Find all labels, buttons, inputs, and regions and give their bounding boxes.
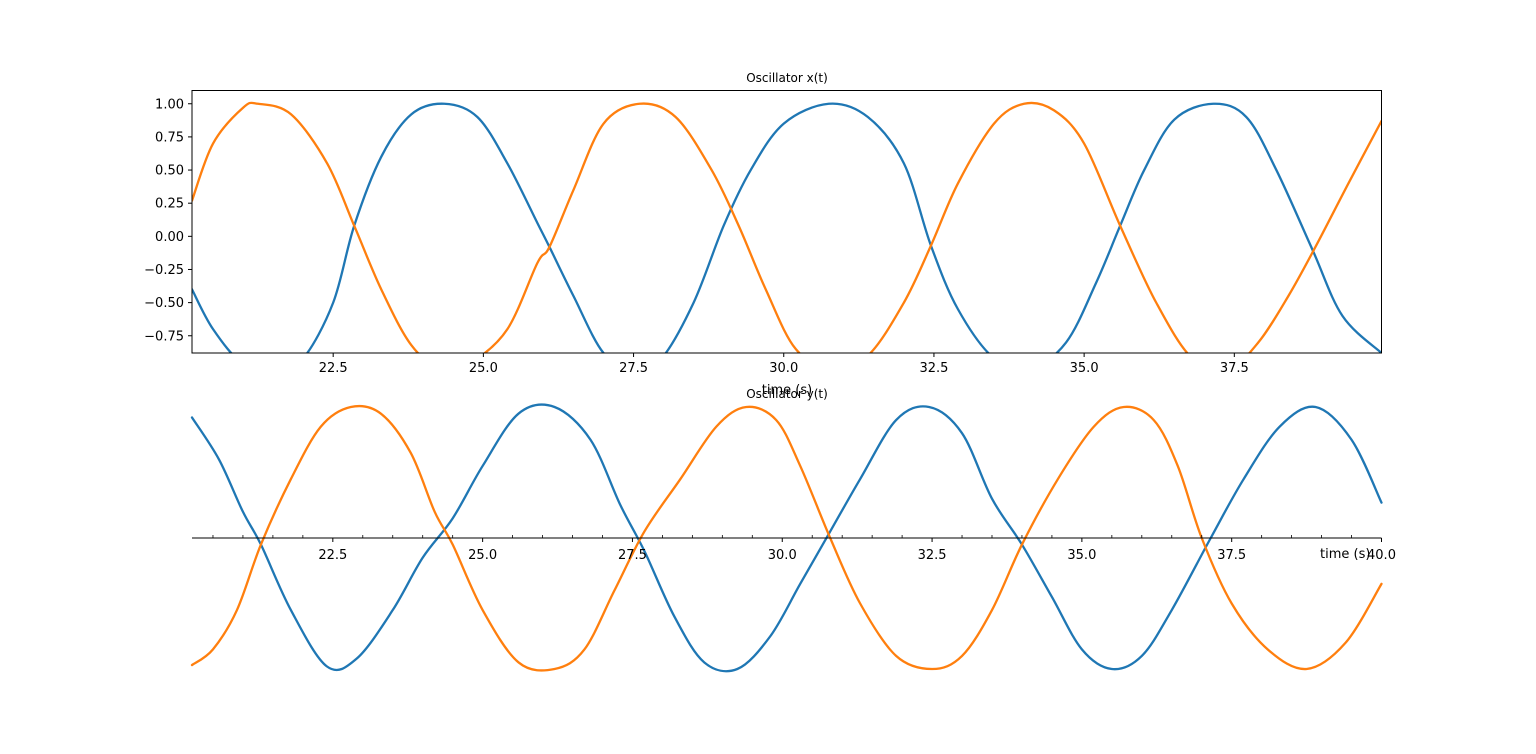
x-tick-label: 22.5 [319, 361, 348, 376]
tick-group: 22.5 25.0 27.5 30.0 32.5 35.0 37.5 40.0 [212, 535, 1396, 563]
series-line-1 [192, 102, 1382, 353]
chart-oscillator-y: Oscillator y(t) 22.5 25.0 27.5 30.0 32.5 35.0… [190, 387, 1396, 673]
x-tick-label: 40.0 [1367, 548, 1396, 563]
series-line-2 [192, 101, 1382, 353]
x-tick-label: 27.5 [619, 361, 648, 376]
y-tick-label: 0.50 [155, 164, 184, 179]
axes-frame [191, 90, 1382, 354]
x-axis-label: time (s) [762, 383, 812, 398]
x-tick-label: 22.5 [318, 548, 347, 563]
x-tick-label: 37.5 [1217, 548, 1246, 563]
chart-title: Oscillator x(t) [746, 71, 828, 85]
y-tick-label: −0.75 [144, 329, 184, 344]
y-tick-label: −0.50 [144, 296, 184, 311]
y-tick-label: 0.00 [155, 230, 184, 245]
y-tick-label: 1.00 [155, 97, 184, 112]
chart-series-group [192, 101, 1382, 353]
chart-title: Oscillator y(t) [746, 387, 828, 401]
x-tick-label: 25.0 [469, 361, 498, 376]
x-tick-label: 30.0 [768, 548, 797, 563]
x-tick-label: 27.5 [618, 548, 647, 563]
series-line-2 [190, 404, 1383, 672]
y-tick-label: 0.75 [155, 130, 184, 145]
x-tick-label: 32.5 [919, 361, 948, 376]
tick-group: 22.5 25.0 27.5 30.0 32.5 35.0 37.5 −0.75 −0.50 −0… [144, 97, 1249, 376]
x-tick-label: 35.0 [1067, 548, 1096, 563]
x-tick-label: 25.0 [468, 548, 497, 563]
x-tick-label: 30.0 [769, 361, 798, 376]
y-tick-label: 0.25 [155, 197, 184, 212]
chart-series-group [190, 403, 1383, 673]
x-axis-label: time (s) [1320, 547, 1370, 562]
chart-oscillator-x: Oscillator x(t) 22.5 25.0 27.5 30.0 32.5 35.0… [144, 71, 1382, 398]
x-tick-label: 37.5 [1220, 361, 1249, 376]
x-tick-label: 32.5 [918, 548, 947, 563]
y-tick-label: −0.25 [144, 263, 184, 278]
series-line-1 [190, 403, 1383, 673]
x-tick-label: 35.0 [1070, 361, 1099, 376]
